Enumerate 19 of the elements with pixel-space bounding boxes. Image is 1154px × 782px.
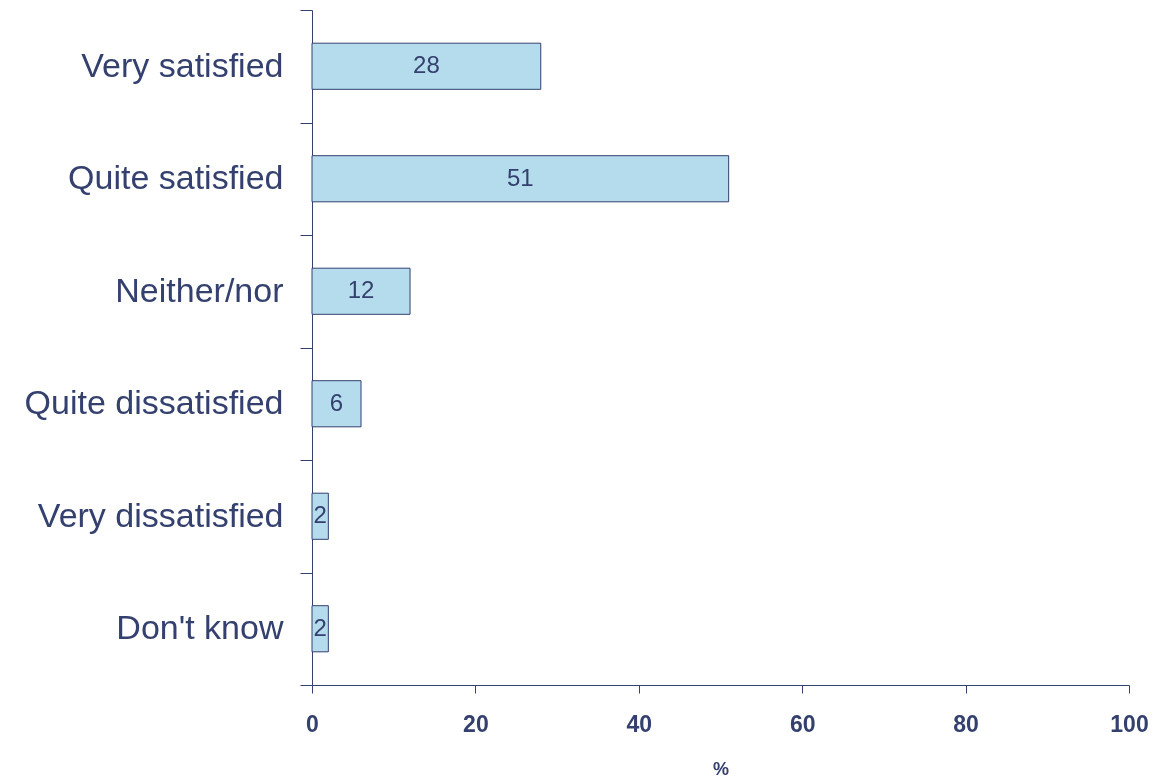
data-label: 51	[506, 163, 534, 191]
y-tick-label: Very dissatisfied	[37, 495, 284, 534]
data-label: 2	[313, 501, 327, 529]
data-label: 28	[413, 51, 440, 79]
x-axis-title: %	[712, 758, 730, 779]
data-label: 12	[347, 276, 375, 304]
x-tick-label: 100	[1110, 710, 1149, 737]
x-tick-label: 40	[626, 710, 653, 737]
y-tick-label: Neither/nor	[115, 270, 284, 309]
y-tick-label: Don't know	[116, 608, 284, 647]
x-tick-label: 20	[463, 710, 489, 737]
y-tick-label: Quite satisfied	[68, 158, 284, 197]
x-tick-label: 80	[953, 710, 979, 737]
x-tick-label: 0	[306, 710, 319, 737]
data-label: 6	[329, 388, 344, 416]
y-tick-label: Quite dissatisfied	[24, 383, 284, 422]
x-tick-label: 60	[789, 710, 816, 737]
y-tick-label: Very satisfied	[81, 45, 284, 84]
data-label: 2	[313, 613, 327, 641]
